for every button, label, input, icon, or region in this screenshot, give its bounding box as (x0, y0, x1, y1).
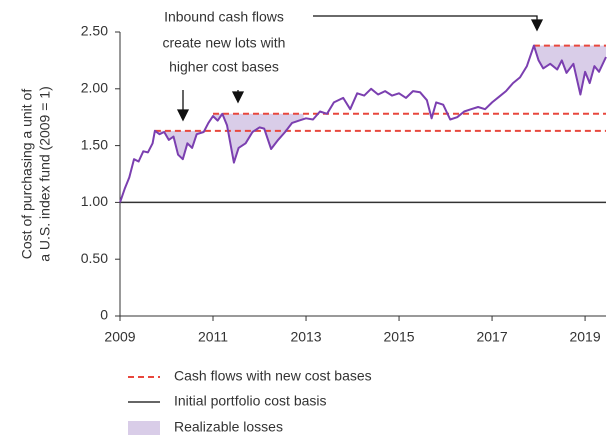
x-tick-label: 2015 (383, 329, 414, 345)
annotation-arrows (176, 15, 544, 122)
y-tick-label: 2.50 (81, 23, 108, 39)
x-tick-label: 2019 (569, 329, 600, 345)
arrow-head (176, 109, 190, 122)
y-axis-title: Cost of purchasing a unit of (19, 89, 35, 260)
loss-area (154, 130, 209, 160)
loss-area (533, 45, 606, 95)
arrow-head (231, 91, 245, 104)
y-tick-label: 2.00 (81, 80, 108, 96)
arrow-head (530, 19, 544, 32)
x-tick-label: 2009 (104, 329, 135, 345)
loss-area (213, 113, 304, 163)
legend-label: Realizable losses (174, 419, 283, 435)
legend-label: Cash flows with new cost bases (174, 368, 372, 384)
legend-swatch (128, 421, 160, 435)
y-axis-title: a U.S. index fund (2009 = 1) (37, 86, 53, 262)
arrow-line (313, 15, 538, 22)
price-line (119, 44, 607, 203)
x-tick-label: 2017 (476, 329, 507, 345)
annotation: create new lots with (163, 35, 286, 51)
y-tick-label: 1.50 (81, 136, 108, 152)
legend-label: Initial portfolio cost basis (174, 393, 327, 409)
annotation: Inbound cash flows (164, 9, 284, 25)
x-tick-label: 2013 (290, 329, 321, 345)
annotation: higher cost bases (169, 59, 279, 75)
y-tick-label: 1.00 (81, 193, 108, 209)
x-tick-label: 2011 (198, 329, 228, 345)
y-tick-label: 0.50 (81, 250, 108, 266)
y-tick-label: 0 (100, 307, 108, 323)
